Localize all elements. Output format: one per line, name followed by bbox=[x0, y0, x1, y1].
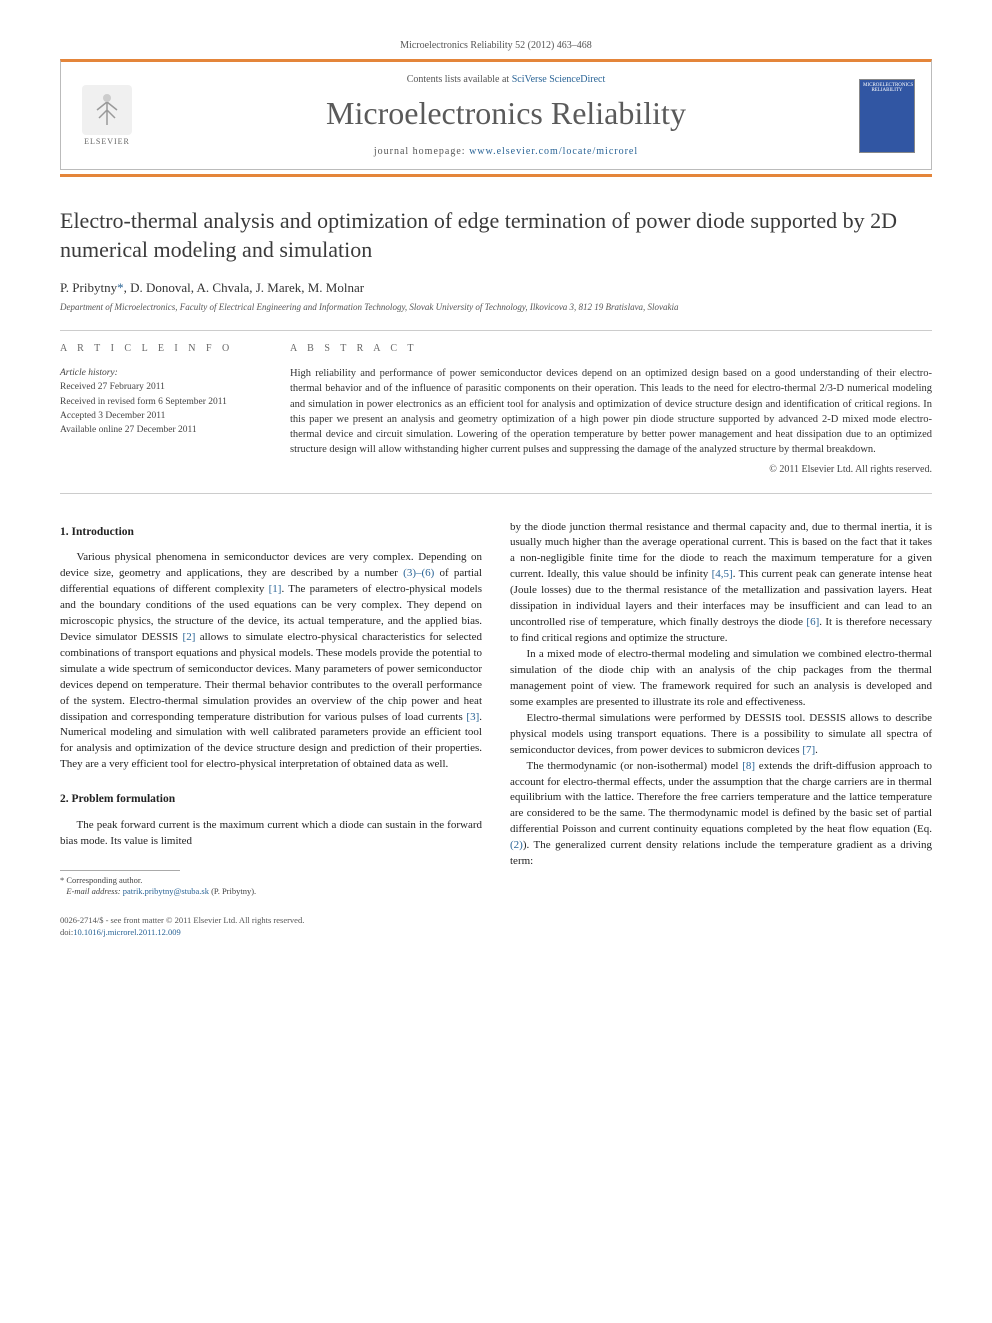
journal-title: Microelectronics Reliability bbox=[153, 95, 859, 132]
author-email-link[interactable]: patrik.pribytny@stuba.sk bbox=[123, 886, 209, 896]
sciencedirect-link[interactable]: SciVerse ScienceDirect bbox=[512, 74, 606, 85]
journal-homepage: journal homepage: www.elsevier.com/locat… bbox=[153, 146, 859, 157]
homepage-link[interactable]: www.elsevier.com/locate/microrel bbox=[469, 146, 638, 157]
article-info-heading: A R T I C L E I N F O bbox=[60, 343, 260, 354]
abstract-text: High reliability and performance of powe… bbox=[290, 366, 932, 457]
contents-available: Contents lists available at SciVerse Sci… bbox=[153, 74, 859, 85]
ref-3[interactable]: [3] bbox=[466, 711, 479, 723]
doi-prefix: doi: bbox=[60, 927, 73, 937]
footer-front-matter: 0026-2714/$ - see front matter © 2011 El… bbox=[60, 915, 932, 927]
ref-6[interactable]: [6] bbox=[806, 616, 819, 628]
abstract-heading: A B S T R A C T bbox=[290, 343, 932, 354]
c2p4a: The thermodynamic (or non-isothermal) mo… bbox=[527, 760, 743, 772]
ref-eq-3-6[interactable]: (3)–(6) bbox=[403, 567, 434, 579]
footnote-email: E-mail address: patrik.pribytny@stuba.sk… bbox=[60, 886, 482, 897]
ref-7[interactable]: [7] bbox=[802, 744, 815, 756]
ref-eq-2[interactable]: (2) bbox=[510, 839, 523, 851]
col2-para-2: In a mixed mode of electro-thermal model… bbox=[510, 647, 932, 711]
authors-text: P. Pribytny bbox=[60, 280, 117, 295]
c2p4c: ). The generalized current density relat… bbox=[510, 839, 932, 867]
author-list: P. Pribytny*, D. Donoval, A. Chvala, J. … bbox=[60, 280, 932, 296]
elsevier-logo: ELSEVIER bbox=[77, 81, 137, 151]
section-1-heading: 1. Introduction bbox=[60, 524, 482, 541]
contents-prefix: Contents lists available at bbox=[407, 74, 512, 85]
ref-2[interactable]: [2] bbox=[183, 631, 196, 643]
affiliation: Department of Microelectronics, Faculty … bbox=[60, 302, 932, 312]
ref-1[interactable]: [1] bbox=[269, 583, 282, 595]
authors-rest: , D. Donoval, A. Chvala, J. Marek, M. Mo… bbox=[124, 280, 364, 295]
ref-8[interactable]: [8] bbox=[742, 760, 755, 772]
journal-cover-thumb: MICROELECTRONICS RELIABILITY bbox=[859, 79, 915, 153]
history-label: Article history: bbox=[60, 366, 260, 380]
homepage-prefix: journal homepage: bbox=[374, 146, 469, 157]
history-received: Received 27 February 2011 bbox=[60, 380, 260, 394]
col2-para-4: The thermodynamic (or non-isothermal) mo… bbox=[510, 759, 932, 871]
page-footer: 0026-2714/$ - see front matter © 2011 El… bbox=[60, 915, 932, 939]
section-2-para-1: The peak forward current is the maximum … bbox=[60, 818, 482, 850]
article-body: 1. Introduction Various physical phenome… bbox=[60, 520, 932, 897]
header-rule bbox=[60, 174, 932, 177]
email-label: E-mail address: bbox=[66, 886, 122, 896]
c2p3a: Electro-thermal simulations were perform… bbox=[510, 712, 932, 756]
journal-header: ELSEVIER Contents lists available at Sci… bbox=[60, 59, 932, 170]
ref-4-5[interactable]: [4,5] bbox=[712, 568, 733, 580]
history-accepted: Accepted 3 December 2011 bbox=[60, 409, 260, 423]
doi-link[interactable]: 10.1016/j.microrel.2011.12.009 bbox=[73, 927, 181, 937]
footer-doi: doi:10.1016/j.microrel.2011.12.009 bbox=[60, 927, 932, 939]
abstract-copyright: © 2011 Elsevier Ltd. All rights reserved… bbox=[290, 464, 932, 475]
article-meta-row: A R T I C L E I N F O Article history: R… bbox=[60, 330, 932, 493]
c2p3b: . bbox=[815, 744, 818, 756]
section-1-para-1: Various physical phenomena in semiconduc… bbox=[60, 550, 482, 773]
history-revised: Received in revised form 6 September 201… bbox=[60, 395, 260, 409]
email-suffix: (P. Pribytny). bbox=[209, 886, 256, 896]
journal-reference: Microelectronics Reliability 52 (2012) 4… bbox=[60, 40, 932, 51]
footnote-rule bbox=[60, 870, 180, 871]
col2-para-1: by the diode junction thermal resistance… bbox=[510, 520, 932, 648]
article-title: Electro-thermal analysis and optimizatio… bbox=[60, 207, 932, 264]
article-history: Article history: Received 27 February 20… bbox=[60, 366, 260, 437]
s1p1d: allows to simulate electro-physical char… bbox=[60, 631, 482, 723]
elsevier-name: ELSEVIER bbox=[84, 137, 130, 146]
footnote-corresponding: * Corresponding author. bbox=[60, 875, 482, 886]
elsevier-tree-icon bbox=[82, 85, 132, 135]
section-2-heading: 2. Problem formulation bbox=[60, 791, 482, 808]
col2-para-3: Electro-thermal simulations were perform… bbox=[510, 711, 932, 759]
history-online: Available online 27 December 2011 bbox=[60, 423, 260, 437]
